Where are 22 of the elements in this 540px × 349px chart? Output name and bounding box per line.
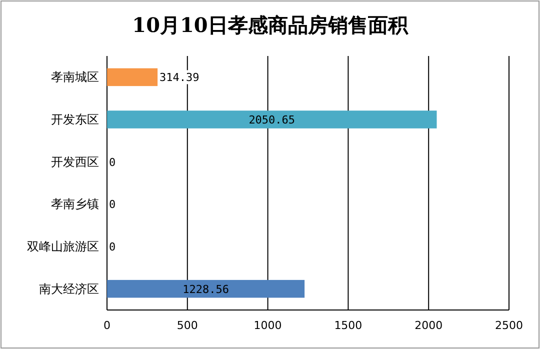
data-label: 314.39 <box>160 71 200 84</box>
bar <box>107 110 437 128</box>
data-label: 0 <box>109 156 116 169</box>
y-tick-label: 开发西区 <box>51 154 99 169</box>
y-tick-label: 双峰山旅游区 <box>27 240 99 254</box>
data-label: 0 <box>109 198 116 212</box>
x-tick-label: 1000 <box>254 319 282 332</box>
x-tick-label: 1500 <box>334 319 362 332</box>
bar <box>107 280 305 298</box>
y-tick-label: 孝南乡镇 <box>51 197 99 212</box>
y-tick-label: 开发东区 <box>51 112 99 126</box>
y-tick-label: 南大经济区 <box>39 282 99 296</box>
bar <box>107 68 158 86</box>
data-label: 1228.56 <box>182 282 229 296</box>
chart-title: 10月10日孝感商品房销售面积 <box>132 13 409 37</box>
x-tick-label: 0 <box>104 319 110 332</box>
data-label: 0 <box>109 240 116 254</box>
x-tick-label: 2000 <box>414 319 443 332</box>
data-label: 2050.65 <box>248 114 296 126</box>
x-tick-label: 500 <box>176 319 198 332</box>
y-tick-label: 孝南城区 <box>51 70 99 84</box>
x-tick-label: 2500 <box>495 319 523 332</box>
